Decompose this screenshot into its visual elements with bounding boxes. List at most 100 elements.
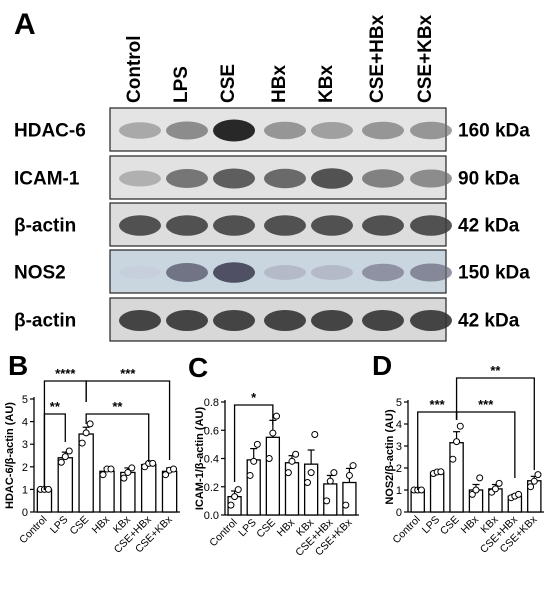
blot-band bbox=[410, 215, 452, 236]
data-point bbox=[437, 468, 445, 476]
significance-label: ** bbox=[112, 399, 123, 414]
protein-label: β-actin bbox=[14, 216, 76, 237]
panel-letter-b: B bbox=[8, 350, 28, 381]
data-point bbox=[124, 468, 132, 476]
data-point bbox=[61, 453, 69, 461]
data-point bbox=[253, 440, 261, 448]
bar bbox=[429, 471, 445, 513]
blot-band bbox=[119, 266, 161, 279]
data-point bbox=[170, 465, 178, 473]
lane-label: Control bbox=[124, 35, 145, 103]
blot-band bbox=[166, 215, 208, 236]
protein-label: NOS2 bbox=[14, 263, 66, 284]
blot-band bbox=[264, 310, 306, 331]
data-point bbox=[453, 438, 461, 446]
kda-label: 160 kDa bbox=[458, 121, 530, 142]
data-point bbox=[246, 471, 254, 479]
blot-band bbox=[410, 263, 452, 282]
data-point bbox=[265, 455, 273, 462]
y-tick-label: 2 bbox=[396, 463, 402, 475]
data-point bbox=[476, 474, 484, 482]
data-point bbox=[250, 457, 258, 465]
blot-row: ICAM-1 90 kDa bbox=[14, 155, 520, 200]
y-tick-label: 1 bbox=[396, 485, 402, 497]
blot-band bbox=[166, 263, 208, 282]
blot-band bbox=[213, 215, 255, 236]
blot-band bbox=[410, 169, 452, 188]
y-axis-label: NOS2/β-actin (AU) bbox=[384, 409, 396, 505]
data-point bbox=[269, 429, 277, 437]
y-tick-label: 0.0 bbox=[204, 510, 219, 522]
kda-label: 42 kDa bbox=[458, 311, 520, 332]
y-tick-label: 4 bbox=[22, 417, 28, 429]
y-tick-label: 3 bbox=[396, 441, 402, 453]
bar bbox=[449, 442, 464, 513]
y-tick-label: 0.8 bbox=[204, 397, 219, 409]
blot-band bbox=[410, 310, 452, 331]
data-point bbox=[227, 501, 235, 509]
y-tick-label: 3 bbox=[22, 439, 28, 451]
y-tick-label: 0 bbox=[396, 507, 402, 519]
blot-band bbox=[311, 265, 353, 280]
lane-label: LPS bbox=[171, 66, 192, 103]
blot-band bbox=[119, 215, 161, 236]
data-point bbox=[527, 483, 535, 491]
y-tick-label: 0.2 bbox=[204, 482, 219, 494]
blot-band bbox=[362, 263, 404, 282]
data-point bbox=[288, 457, 296, 465]
blot-band bbox=[362, 310, 404, 331]
protein-label: HDAC-6 bbox=[14, 121, 86, 142]
data-point bbox=[273, 412, 281, 420]
significance-label: ** bbox=[50, 399, 61, 414]
blot-band bbox=[213, 310, 255, 331]
blot-row: β-actin 42 kDa bbox=[14, 297, 520, 342]
kda-label: 42 kDa bbox=[458, 216, 520, 237]
category-label: HBx bbox=[275, 516, 298, 539]
significance-bracket bbox=[455, 377, 535, 470]
blot-band bbox=[119, 310, 161, 331]
data-point bbox=[326, 477, 334, 485]
lane-label: KBx bbox=[316, 65, 337, 103]
data-point bbox=[65, 447, 73, 455]
blot-band bbox=[119, 170, 161, 187]
data-point bbox=[149, 459, 157, 467]
significance-bracket bbox=[85, 380, 171, 460]
data-point bbox=[99, 471, 107, 479]
data-point bbox=[284, 469, 292, 477]
category-label: CSE bbox=[254, 517, 278, 541]
blot-band bbox=[362, 169, 404, 188]
bar bbox=[57, 457, 74, 513]
y-tick-label: 0 bbox=[22, 507, 28, 519]
blot-band bbox=[362, 121, 404, 140]
bar bbox=[342, 481, 357, 516]
data-point bbox=[234, 486, 242, 494]
significance-bracket bbox=[233, 404, 274, 482]
blot-band bbox=[213, 262, 255, 283]
y-axis-label: HDAC-6/β-actin (AU) bbox=[4, 402, 16, 509]
blot-band bbox=[213, 119, 255, 142]
lane-label: CSE+KBx bbox=[415, 14, 436, 103]
data-point bbox=[342, 501, 350, 509]
category-label: LPS bbox=[420, 514, 443, 537]
data-point bbox=[44, 485, 52, 493]
significance-label: * bbox=[251, 390, 257, 405]
y-tick-label: 5 bbox=[22, 394, 28, 406]
blot-band bbox=[311, 168, 353, 189]
blot-band bbox=[264, 168, 306, 189]
data-point bbox=[515, 490, 523, 498]
data-point bbox=[349, 462, 357, 470]
kda-label: 150 kDa bbox=[458, 263, 530, 284]
data-point bbox=[120, 474, 128, 482]
significance-label: *** bbox=[478, 397, 494, 412]
blot-band bbox=[362, 215, 404, 236]
data-point bbox=[162, 471, 170, 479]
significance-bracket bbox=[455, 411, 516, 478]
data-point bbox=[107, 465, 115, 473]
blot-band bbox=[311, 122, 353, 139]
y-axis-label: ICAM-1/β-actin (AU) bbox=[194, 407, 206, 511]
data-point bbox=[231, 493, 239, 501]
data-point bbox=[456, 422, 464, 430]
